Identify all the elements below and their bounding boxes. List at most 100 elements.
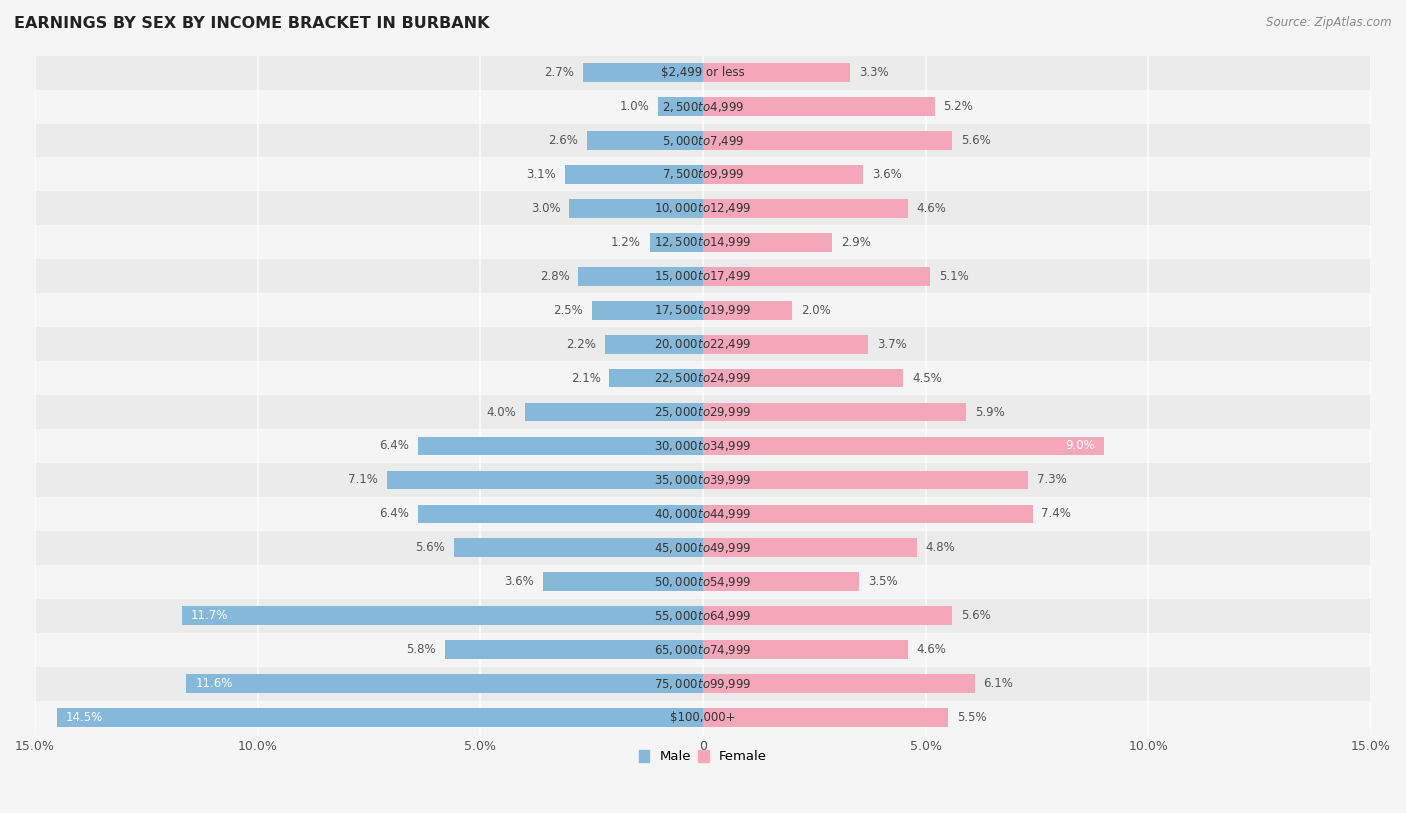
Text: 2.6%: 2.6% (548, 134, 578, 147)
Text: 14.5%: 14.5% (66, 711, 104, 724)
Bar (543, 572, 703, 591)
Text: $75,000 to $99,999: $75,000 to $99,999 (654, 676, 752, 690)
Bar (35, 361, 1371, 395)
Text: 6.1%: 6.1% (984, 677, 1014, 690)
Text: $50,000 to $54,999: $50,000 to $54,999 (654, 575, 752, 589)
Bar (35, 191, 1371, 225)
Text: 3.3%: 3.3% (859, 66, 889, 79)
Bar (58, 708, 703, 727)
Text: $25,000 to $29,999: $25,000 to $29,999 (654, 405, 752, 419)
Bar (35, 463, 1371, 497)
Text: 4.6%: 4.6% (917, 202, 946, 215)
Text: $65,000 to $74,999: $65,000 to $74,999 (654, 642, 752, 657)
Text: $22,500 to $24,999: $22,500 to $24,999 (654, 371, 752, 385)
Bar (703, 165, 863, 184)
Bar (605, 335, 703, 354)
Bar (35, 225, 1371, 259)
Bar (582, 63, 703, 82)
Text: 7.4%: 7.4% (1042, 507, 1071, 520)
Text: 5.8%: 5.8% (406, 643, 436, 656)
Text: 4.5%: 4.5% (912, 372, 942, 385)
Bar (658, 98, 703, 116)
Bar (35, 598, 1371, 633)
Text: 5.9%: 5.9% (974, 406, 1004, 419)
Bar (444, 641, 703, 659)
Text: 2.8%: 2.8% (540, 270, 569, 283)
Text: 5.5%: 5.5% (957, 711, 987, 724)
Bar (703, 708, 948, 727)
Text: 1.0%: 1.0% (620, 100, 650, 113)
Bar (565, 165, 703, 184)
Bar (578, 267, 703, 285)
Text: $55,000 to $64,999: $55,000 to $64,999 (654, 609, 752, 623)
Text: $40,000 to $44,999: $40,000 to $44,999 (654, 506, 752, 521)
Bar (35, 89, 1371, 124)
Bar (703, 674, 974, 693)
Text: $5,000 to $7,499: $5,000 to $7,499 (662, 133, 744, 147)
Bar (703, 233, 832, 252)
Bar (569, 199, 703, 218)
Text: 2.9%: 2.9% (841, 236, 870, 249)
Text: 11.6%: 11.6% (195, 677, 232, 690)
Bar (35, 124, 1371, 158)
Bar (592, 301, 703, 320)
Text: 2.0%: 2.0% (801, 304, 831, 317)
Text: 3.0%: 3.0% (531, 202, 561, 215)
Text: 7.3%: 7.3% (1038, 473, 1067, 486)
Bar (588, 131, 703, 150)
Bar (35, 158, 1371, 191)
Text: Source: ZipAtlas.com: Source: ZipAtlas.com (1267, 16, 1392, 29)
Text: $20,000 to $22,499: $20,000 to $22,499 (654, 337, 752, 351)
Bar (35, 565, 1371, 598)
Text: 6.4%: 6.4% (380, 507, 409, 520)
Bar (35, 667, 1371, 701)
Bar (35, 395, 1371, 429)
Bar (524, 402, 703, 421)
Text: 3.1%: 3.1% (526, 168, 555, 181)
Bar (703, 267, 931, 285)
Bar (703, 335, 868, 354)
Bar (454, 538, 703, 557)
Bar (35, 633, 1371, 667)
Bar (650, 233, 703, 252)
Text: 4.6%: 4.6% (917, 643, 946, 656)
Bar (703, 437, 1104, 455)
Bar (35, 497, 1371, 531)
Bar (703, 641, 908, 659)
Legend: Male, Female: Male, Female (634, 745, 772, 768)
Text: 7.1%: 7.1% (349, 473, 378, 486)
Text: 3.6%: 3.6% (872, 168, 903, 181)
Text: 5.6%: 5.6% (962, 609, 991, 622)
Bar (35, 531, 1371, 565)
Text: 3.5%: 3.5% (868, 576, 897, 589)
Text: 5.2%: 5.2% (943, 100, 973, 113)
Bar (35, 293, 1371, 327)
Text: 11.7%: 11.7% (191, 609, 228, 622)
Text: $30,000 to $34,999: $30,000 to $34,999 (654, 439, 752, 453)
Text: 6.4%: 6.4% (380, 440, 409, 453)
Bar (418, 505, 703, 524)
Text: 5.6%: 5.6% (962, 134, 991, 147)
Text: $2,500 to $4,999: $2,500 to $4,999 (662, 99, 744, 114)
Bar (387, 471, 703, 489)
Text: $7,500 to $9,999: $7,500 to $9,999 (662, 167, 744, 181)
Text: $2,499 or less: $2,499 or less (661, 66, 745, 79)
Bar (703, 505, 1032, 524)
Text: 2.2%: 2.2% (567, 337, 596, 350)
Bar (703, 471, 1028, 489)
Text: 2.5%: 2.5% (553, 304, 582, 317)
Bar (703, 63, 851, 82)
Bar (609, 369, 703, 388)
Text: $45,000 to $49,999: $45,000 to $49,999 (654, 541, 752, 554)
Bar (35, 701, 1371, 734)
Bar (418, 437, 703, 455)
Text: $12,500 to $14,999: $12,500 to $14,999 (654, 235, 752, 250)
Bar (187, 674, 703, 693)
Bar (703, 369, 904, 388)
Bar (703, 98, 935, 116)
Text: 3.6%: 3.6% (503, 576, 534, 589)
Bar (703, 572, 859, 591)
Text: $17,500 to $19,999: $17,500 to $19,999 (654, 303, 752, 317)
Bar (703, 606, 952, 625)
Text: $10,000 to $12,499: $10,000 to $12,499 (654, 202, 752, 215)
